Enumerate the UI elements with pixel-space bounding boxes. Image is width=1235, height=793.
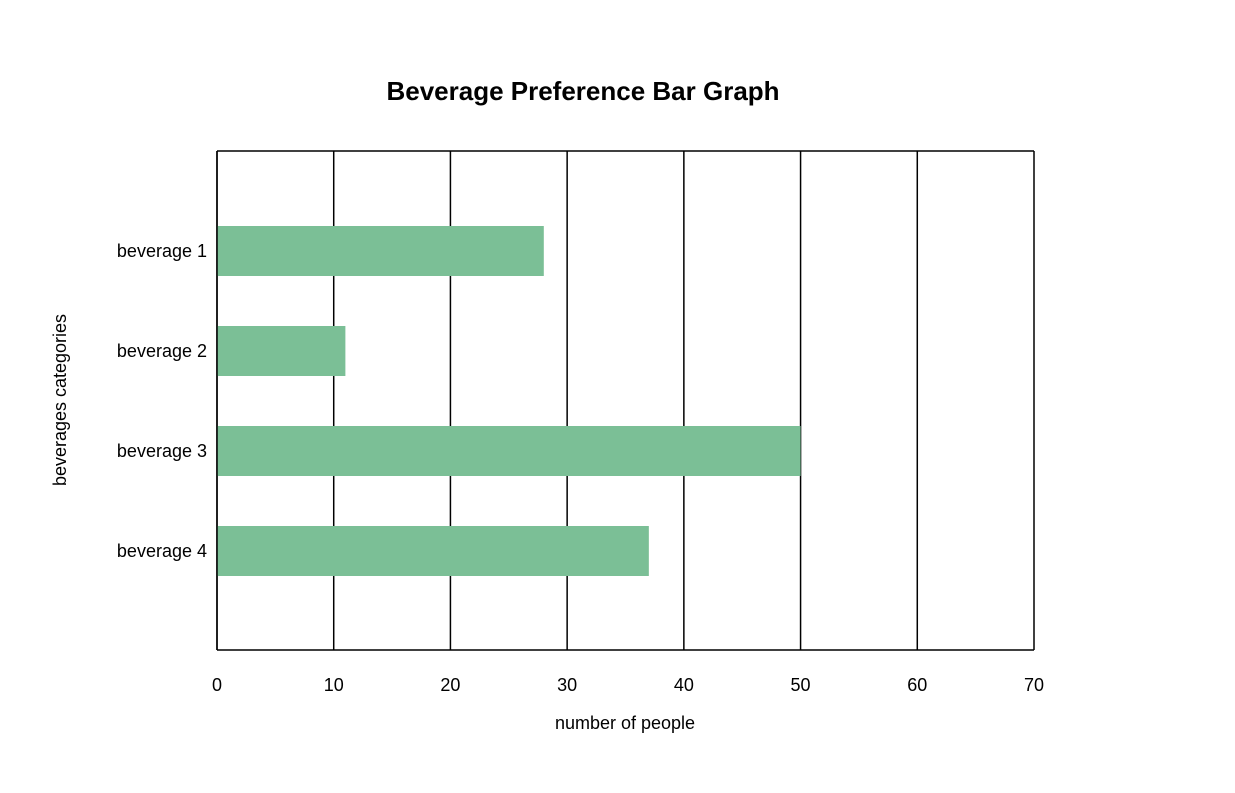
x-tick-label-4: 40 <box>674 675 694 695</box>
y-axis-title: beverages categories <box>50 314 70 486</box>
x-tick-label-2: 20 <box>440 675 460 695</box>
x-tick-label-3: 30 <box>557 675 577 695</box>
y-tick-label-2: beverage 2 <box>117 341 207 361</box>
x-tick-label-1: 10 <box>324 675 344 695</box>
x-tick-label-0: 0 <box>212 675 222 695</box>
x-axis-title: number of people <box>555 713 695 733</box>
bar-2 <box>217 326 346 376</box>
bar-1 <box>217 226 544 276</box>
bar-4 <box>217 526 649 576</box>
y-tick-label-3: beverage 3 <box>117 441 207 461</box>
bars <box>217 226 801 576</box>
y-tick-label-1: beverage 1 <box>117 241 207 261</box>
plot-frame <box>216 150 1034 651</box>
x-tick-labels: 0 10 20 30 40 50 60 70 <box>212 675 1044 695</box>
x-tick-label-6: 60 <box>907 675 927 695</box>
x-tick-label-7: 70 <box>1024 675 1044 695</box>
x-tick-label-5: 50 <box>791 675 811 695</box>
y-tick-label-4: beverage 4 <box>117 541 207 561</box>
chart-title: Beverage Preference Bar Graph <box>386 76 779 106</box>
y-tick-labels: beverage 1 beverage 2 beverage 3 beverage 4 <box>117 241 207 561</box>
bar-3 <box>217 426 801 476</box>
